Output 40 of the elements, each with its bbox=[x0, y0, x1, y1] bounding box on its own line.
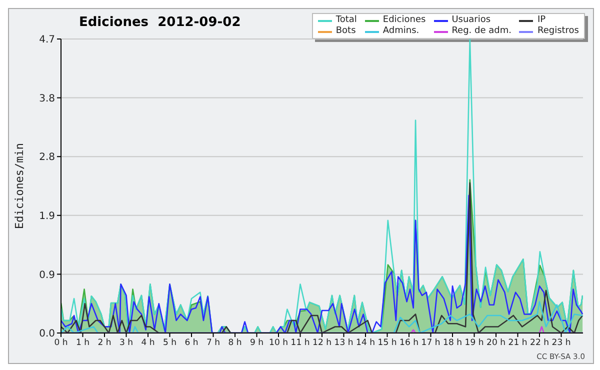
y-tick-label: 1.9 bbox=[39, 210, 55, 222]
y-axis-title: Ediciones/min bbox=[12, 142, 26, 230]
legend-label: Ediciones bbox=[382, 15, 426, 26]
x-tick-label: 13 h bbox=[334, 338, 354, 348]
legend-label: Bots bbox=[336, 26, 356, 37]
x-tick-label: 4 h bbox=[141, 338, 155, 348]
x-tick-label: 6 h bbox=[184, 338, 198, 348]
y-tick-label: 4.7 bbox=[39, 34, 55, 46]
x-tick-label: 12 h bbox=[312, 338, 332, 348]
x-tick-label: 20 h bbox=[486, 338, 506, 348]
chart-title: Ediciones 2012-09-02 bbox=[79, 15, 241, 30]
x-tick-label: 18 h bbox=[443, 338, 462, 348]
x-tick-label: 3 h bbox=[120, 338, 133, 348]
legend-label: Total bbox=[336, 15, 357, 26]
x-tick-label: 2 h bbox=[98, 338, 112, 348]
x-tick-label: 19 h bbox=[464, 338, 484, 348]
x-tick-label: 22 h bbox=[530, 338, 549, 348]
x-tick-label: 10 h bbox=[269, 338, 288, 348]
legend-label: Usuarios bbox=[452, 15, 491, 26]
x-tick-label: 15 h bbox=[378, 338, 397, 348]
legend-label: IP bbox=[537, 15, 546, 26]
x-tick-label: 8 h bbox=[228, 338, 242, 348]
x-tick-label: 16 h bbox=[400, 338, 418, 348]
legend-label: Admins. bbox=[382, 26, 420, 37]
y-tick-label: 0.0 bbox=[39, 328, 55, 340]
x-tick-label: 9 h bbox=[250, 338, 264, 348]
x-tick-label: 11 h bbox=[290, 338, 310, 348]
x-tick-label: 0 h bbox=[54, 338, 68, 348]
legend-label: Reg. de adm. bbox=[452, 26, 512, 37]
y-tick-label: 2.8 bbox=[39, 152, 55, 164]
x-tick-label: 21 h bbox=[508, 338, 528, 348]
y-tick-label: 0.9 bbox=[39, 270, 55, 281]
x-tick-label: 23 h bbox=[552, 338, 571, 348]
x-tick-label: 14 h bbox=[356, 338, 375, 348]
y-tick-label: 3.8 bbox=[39, 93, 55, 104]
x-tick-label: 17 h bbox=[421, 338, 440, 348]
legend-label: Registros bbox=[537, 26, 579, 37]
x-tick-label: 1 h bbox=[76, 338, 90, 348]
x-tick-label: 5 h bbox=[163, 338, 176, 348]
x-tick-label: 7 h bbox=[206, 338, 220, 348]
